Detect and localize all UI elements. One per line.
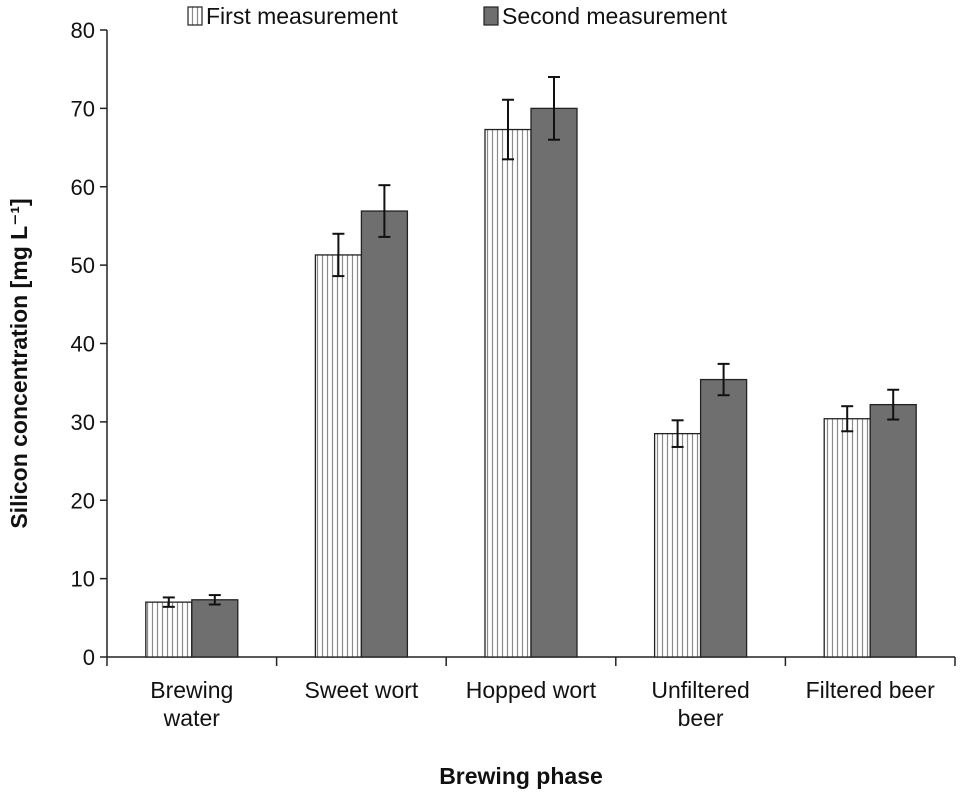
y-tick-label: 60: [71, 175, 95, 200]
bar: [530, 107, 578, 658]
x-tick-label: Sweet wort: [305, 677, 419, 703]
bar: [699, 378, 748, 658]
bar: [869, 403, 917, 658]
y-tick-label: 0: [83, 645, 95, 670]
x-tick-label: Brewing water: [150, 677, 233, 731]
y-tick-label: 20: [71, 488, 95, 513]
x-axis: Brewing water Sweet wort Hopped wort Unfilte…: [106, 656, 956, 731]
bar: [360, 210, 409, 658]
x-axis-title: Brewing phase: [439, 763, 603, 789]
y-tick-label: 80: [71, 18, 95, 43]
y-tick-label: 30: [71, 410, 95, 435]
bars: [145, 107, 917, 658]
x-tick-label: Hopped wort: [466, 677, 597, 703]
y-axis-title: Silicon concentration [mg L⁻¹]: [6, 198, 32, 528]
bar: [653, 432, 702, 658]
y-axis: 0 10 20 30 40 50 60 70 80: [71, 18, 108, 670]
legend-swatch: [483, 6, 499, 26]
bar: [191, 599, 239, 658]
error-bars: [162, 76, 900, 608]
legend-label: Second measurement: [502, 3, 728, 29]
legend-swatch: [187, 6, 203, 26]
x-tick-label: Unfiltered beer: [651, 677, 749, 731]
bar: [145, 601, 193, 658]
y-tick-label: 70: [71, 96, 95, 121]
bar: [823, 418, 871, 658]
legend: First measurement Second measurement: [187, 3, 728, 29]
bar: [314, 254, 363, 658]
bar: [484, 128, 532, 658]
y-tick-label: 40: [71, 332, 95, 357]
legend-label: First measurement: [206, 3, 398, 29]
y-tick-label: 50: [71, 253, 95, 278]
y-tick-label: 10: [71, 567, 95, 592]
x-tick-label: Filtered beer: [806, 677, 935, 703]
